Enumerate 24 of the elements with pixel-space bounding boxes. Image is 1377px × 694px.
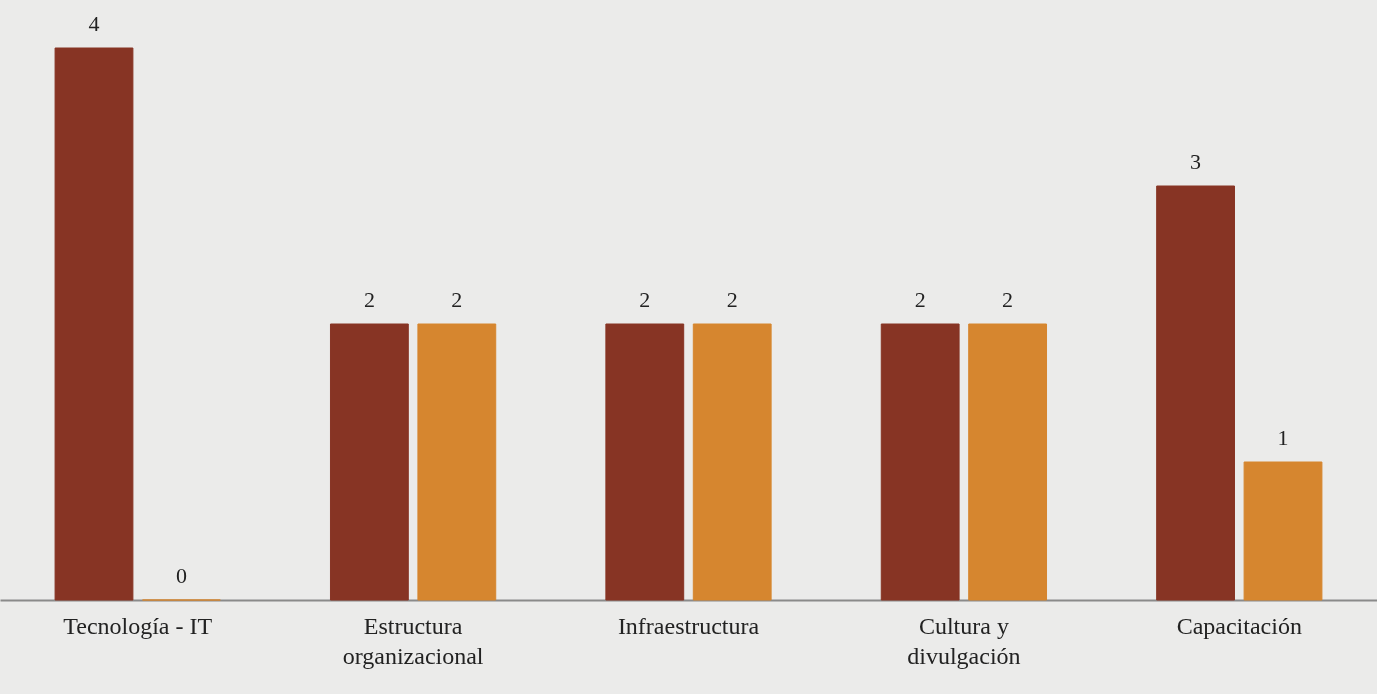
bar <box>692 323 772 601</box>
data-label: 2 <box>451 287 463 312</box>
bar <box>329 323 409 601</box>
x-tick-label: Tecnología - IT <box>63 612 213 639</box>
x-tick-label: Estructura organizacional <box>342 612 484 669</box>
data-label: 2 <box>914 287 926 312</box>
data-label: 2 <box>363 287 375 312</box>
bar <box>54 47 134 601</box>
x-tick-label: Cultura y divulgación <box>907 612 1021 669</box>
x-tick-label: Infraestructura <box>617 612 760 639</box>
data-label: 2 <box>726 287 738 312</box>
bar <box>968 323 1048 601</box>
bar <box>1156 185 1235 601</box>
bar <box>1243 461 1323 601</box>
x-tick-label: Capacitación <box>1176 612 1302 639</box>
data-label: 3 <box>1190 149 1202 174</box>
data-label: 0 <box>175 563 187 588</box>
bar <box>880 323 960 601</box>
data-label: 1 <box>1277 425 1289 450</box>
data-label: 2 <box>639 287 651 312</box>
bar <box>605 323 685 601</box>
data-label: 2 <box>1002 287 1014 312</box>
data-label: 4 <box>88 11 100 36</box>
bar <box>417 323 497 601</box>
